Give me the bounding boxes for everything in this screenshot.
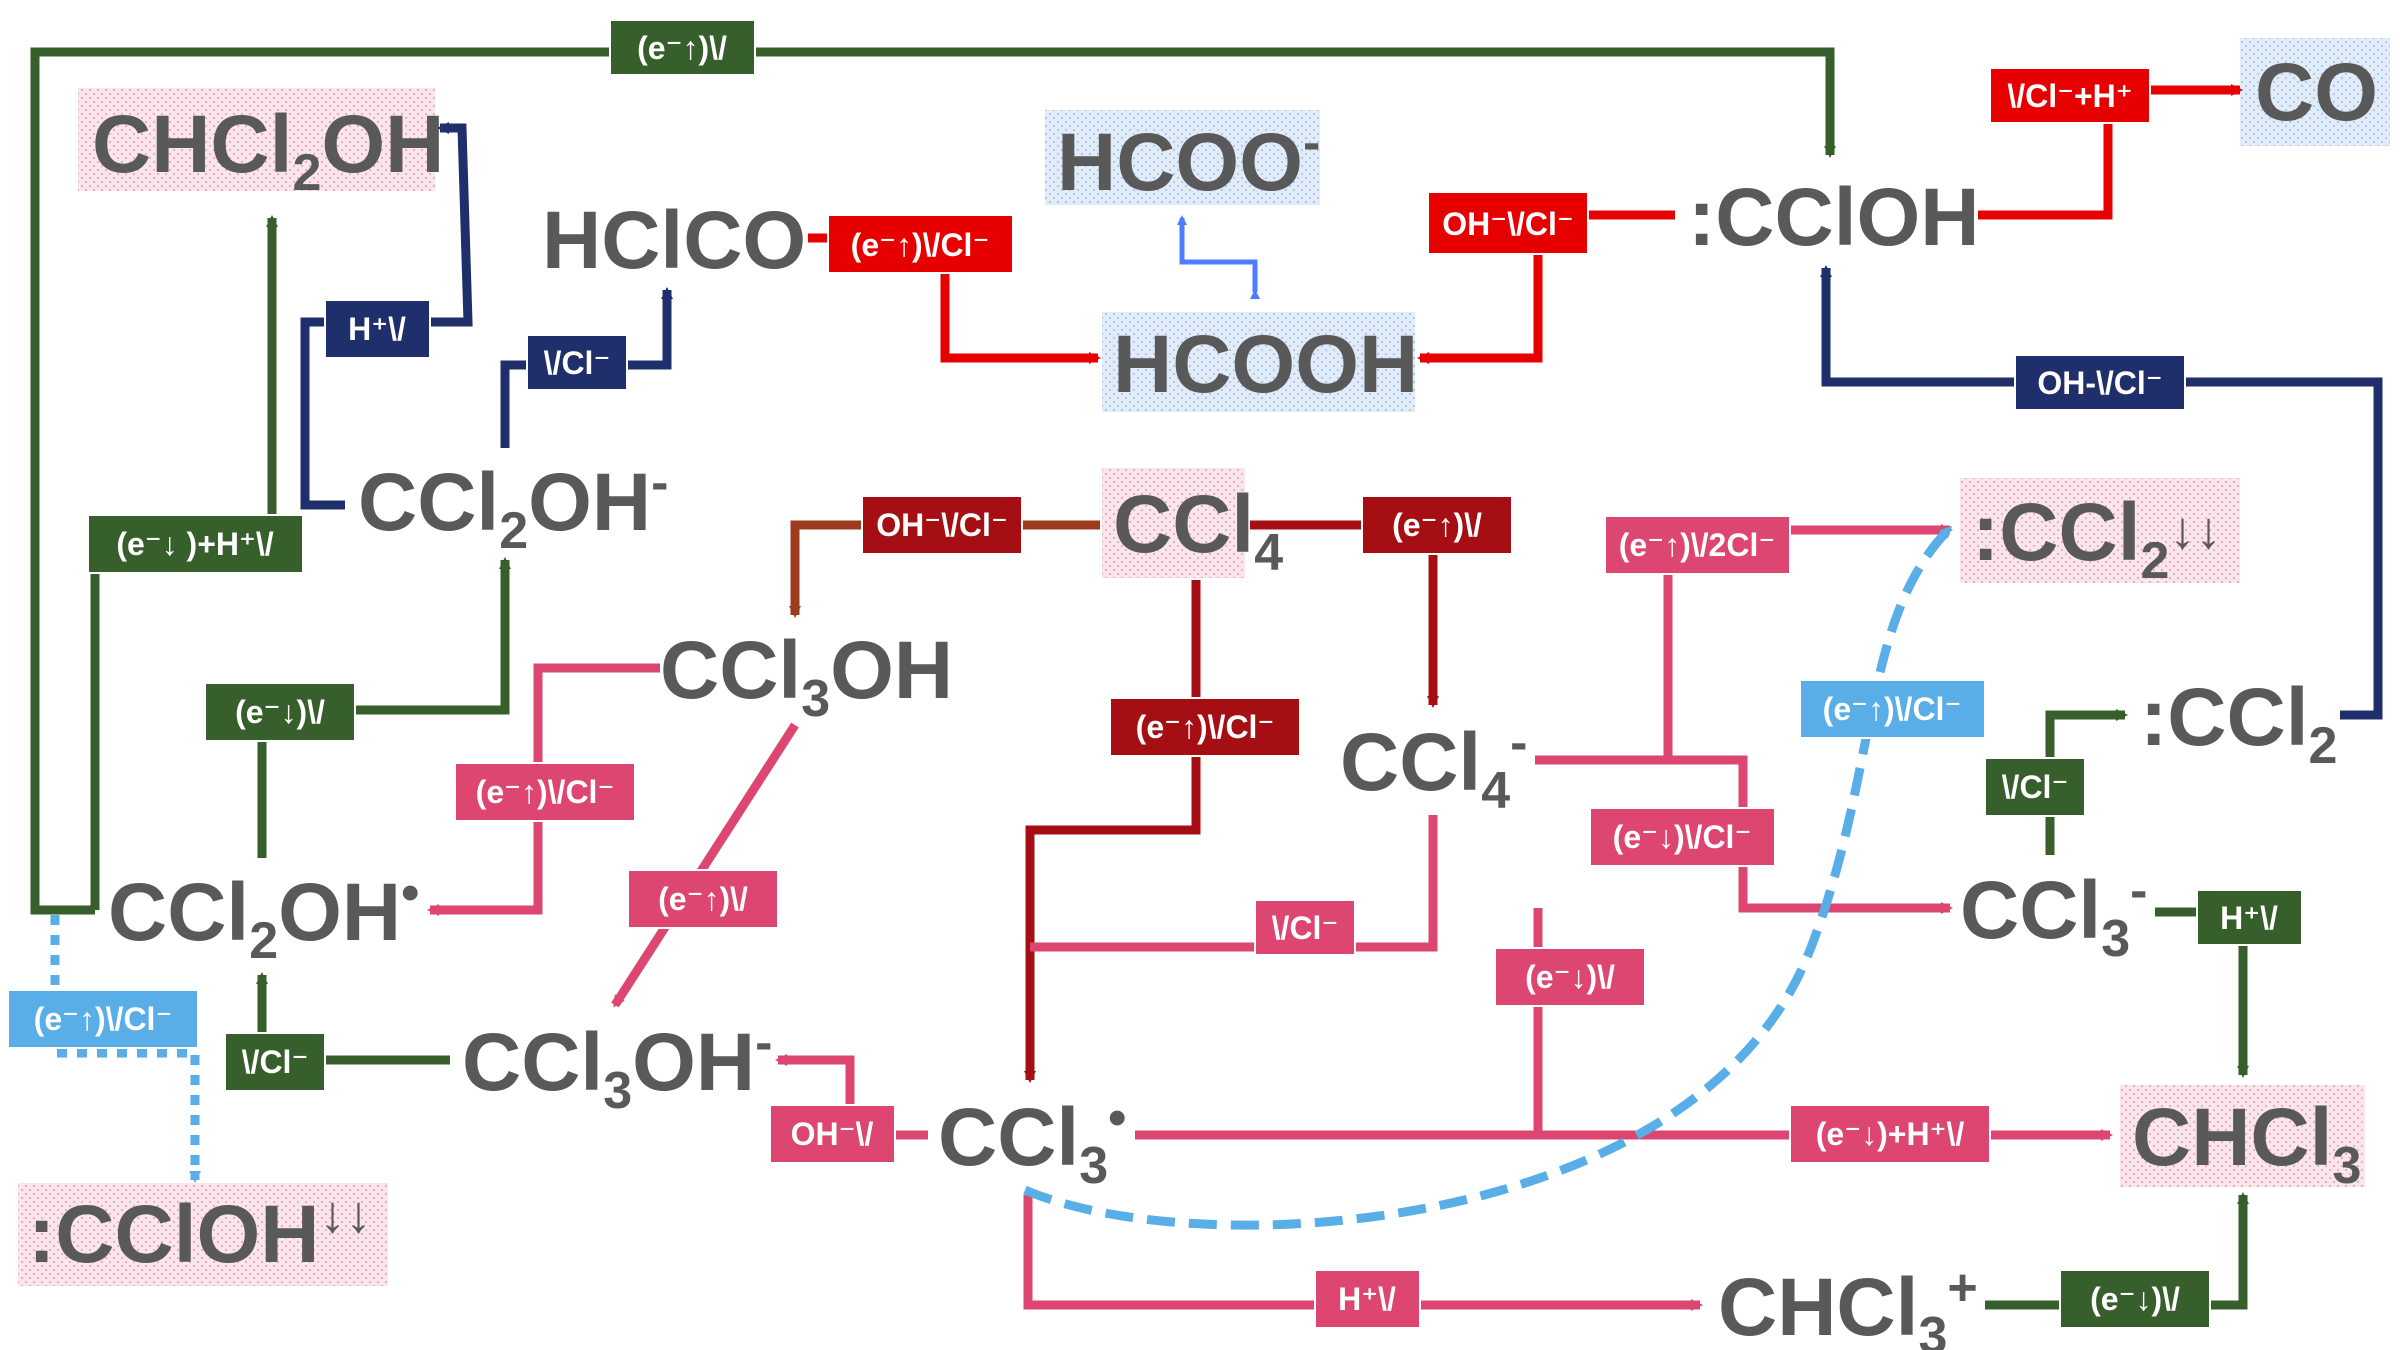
species-ccl3oh: CCl3OH xyxy=(660,625,953,728)
green-rad-to-anion-arrow xyxy=(257,557,511,858)
species-ccl4: CCl4 xyxy=(1113,479,1283,582)
label-cl-navy: \/Cl⁻ xyxy=(544,345,611,381)
species-co: CO xyxy=(2255,47,2378,138)
label-h-to-chcl3: H⁺\/ xyxy=(2220,900,2278,936)
label-ccl4-anion-to-rad: \/Cl⁻ xyxy=(1272,910,1339,946)
label-box-top-green xyxy=(609,19,756,76)
species-ccl3-anion: CCl3- xyxy=(1960,862,2147,968)
co-box xyxy=(2240,38,2390,146)
label-box-cation-to-chcl3 xyxy=(2059,1269,2211,1329)
label-box-rad-to-chcl3 xyxy=(1789,1104,1991,1164)
label-box-ccl4-to-anion xyxy=(1361,495,1513,555)
label-ccl2-to-ccloh: OH-\/Cl⁻ xyxy=(2037,365,2162,401)
label-ccl4-anion-to-ccl2: (e⁻↑)\/2Cl⁻ xyxy=(1619,527,1775,563)
chcl3-box xyxy=(2120,1085,2365,1187)
ccl2-triplet-box xyxy=(1960,478,2240,583)
label-box-h-navy xyxy=(324,299,431,359)
ccloh-triplet-box xyxy=(18,1183,388,1286)
label-box-ccl4-anion-to-rad xyxy=(1254,899,1356,956)
label-box-green-cl-up xyxy=(224,1032,326,1092)
species-chcl3: CHCl3 xyxy=(2132,1092,2361,1195)
label-h-navy: H⁺\/ xyxy=(348,311,406,347)
label-box-cl-h-to-co xyxy=(1989,67,2151,124)
hcooh-box xyxy=(1102,312,1415,412)
label-box-pink-ccl3oh-to-anion xyxy=(627,869,779,929)
species-ccl2-triplet: :CCl2↓↓ xyxy=(1972,487,2221,590)
label-ccl4-to-ccl3oh: OH⁻\/Cl⁻ xyxy=(876,507,1008,543)
label-dotted-to-ccloh: (e⁻↑)\/Cl⁻ xyxy=(34,1001,173,1037)
label-box-hclco-to-hcooh xyxy=(827,214,1014,274)
pink-ccl3oh-to-anion-arrow xyxy=(611,722,799,1008)
blue-hcoo-hcooh-equilibrium-arrow xyxy=(1177,215,1260,299)
species-ccl3oh-anion: CCl3OH- xyxy=(462,1014,772,1120)
red-ccloh-to-co-arrow xyxy=(1978,84,2243,220)
species-hcoo: HCOO- xyxy=(1057,114,1320,208)
lightblue-radical-to-ccloh-dotted-arrow xyxy=(50,915,201,1183)
label-green-cl-to-ccl2: \/Cl⁻ xyxy=(2002,769,2069,805)
label-box-cl-navy xyxy=(526,334,628,391)
label-box-h-to-chcl3 xyxy=(2196,889,2303,946)
label-ccl4-anion-to-ccl3-anion: (e⁻↓)\/Cl⁻ xyxy=(1613,819,1752,855)
label-pink-ccl3oh-to-anion: (e⁻↑)\/ xyxy=(658,881,748,917)
species-labels: CHCl2OH HClCO HCOO- HCOOH :CClOH CO CCl2… xyxy=(28,47,2378,1350)
label-green-h-left: (e⁻↓ )+H⁺\/ xyxy=(116,526,273,562)
label-ccl4-to-radical: (e⁻↑)\/Cl⁻ xyxy=(1136,709,1275,745)
green-top-loop-arrow xyxy=(30,47,1836,915)
species-ccl3-radical: CCl3• xyxy=(938,1089,1126,1195)
label-box-ccl2-to-ccloh xyxy=(2014,354,2186,411)
label-box-ccl4-anion-to-ccl2 xyxy=(1604,515,1791,575)
label-box-ccl4-to-ccl3oh xyxy=(861,495,1023,555)
label-boxes: (e⁻↑)\/ \/Cl⁻+H⁺ (e⁻↑)\/Cl⁻ OH⁻\/Cl⁻ H⁺\… xyxy=(7,19,2303,1329)
species-ccl4-anion: CCl4- xyxy=(1340,714,1527,820)
label-box-dashed-to-ccl2 xyxy=(1799,679,1986,739)
label-cation-to-chcl3: (e⁻↓)\/ xyxy=(2090,1281,2180,1317)
label-box-pink-ccl3oh-to-rad xyxy=(454,762,636,822)
species-ccl2oh-anion: CCl2OH- xyxy=(358,454,668,560)
label-cl-h-to-co: \/Cl⁻+H⁺ xyxy=(2007,78,2132,114)
label-dashed-to-ccl2: (e⁻↑)\/Cl⁻ xyxy=(1823,691,1962,727)
species-ccl2: :CCl2 xyxy=(2140,672,2337,775)
navy-ccl2-to-ccloh-arrow xyxy=(1820,265,2383,720)
label-oh-rad: OH⁻\/ xyxy=(791,1116,874,1152)
species-ccloh: :CClOH xyxy=(1688,172,1980,263)
label-ccl3-rad-to-anion: (e⁻↓)\/ xyxy=(1525,959,1615,995)
label-hclco-to-hcooh: (e⁻↑)\/Cl⁻ xyxy=(851,227,990,263)
species-chcl3-cation: CHCl3+ xyxy=(1718,1259,1978,1350)
label-box-green-e-down xyxy=(204,682,356,742)
hcoo-box xyxy=(1045,110,1320,205)
lightblue-radical-to-ccl2-dashed-arrow xyxy=(1023,524,1954,1230)
label-box-green-h-left xyxy=(87,514,304,574)
red-ccloh-to-hcooh-arrow xyxy=(1417,210,1675,364)
label-top-green: (e⁻↑)\/ xyxy=(637,30,727,66)
species-hclco: HClCO xyxy=(542,195,806,286)
label-box-ccl4-anion-to-ccl3-anion xyxy=(1589,807,1776,867)
label-box-oh-rad xyxy=(769,1104,896,1164)
label-box-dotted-to-ccloh xyxy=(7,989,199,1049)
label-box-green-cl-to-ccl2 xyxy=(1984,757,2086,817)
label-ccl4-to-anion: (e⁻↑)\/ xyxy=(1392,507,1482,543)
species-ccl2oh-radical: CCl2OH• xyxy=(108,864,419,970)
pink-radical-to-cation-arrow xyxy=(1023,1195,1703,1311)
label-green-cl-up: \/Cl⁻ xyxy=(242,1044,309,1080)
label-box-ccl4-to-radical xyxy=(1109,697,1301,757)
chcl2oh-box xyxy=(78,88,435,191)
darkred-ccl4-to-radical-arrow xyxy=(1024,580,1201,1083)
label-h-to-cation: H⁺\/ xyxy=(1338,1281,1396,1317)
species-ccloh-triplet: :CClOH↓↓ xyxy=(28,1186,372,1280)
label-green-e-down: (e⁻↓)\/ xyxy=(235,694,325,730)
label-box-ccloh-to-hcooh xyxy=(1427,191,1589,255)
label-pink-ccl3oh-to-rad: (e⁻↑)\/Cl⁻ xyxy=(476,774,615,810)
label-box-h-to-cation xyxy=(1314,1269,1421,1329)
ccl4-box xyxy=(1102,468,1245,578)
label-rad-to-chcl3: (e⁻↓)+H⁺\/ xyxy=(1816,1116,1965,1152)
label-ccloh-to-hcooh: OH⁻\/Cl⁻ xyxy=(1442,206,1574,242)
species-chcl2oh: CHCl2OH xyxy=(92,99,444,202)
pink-anion-to-ccl2-triplet-arrow xyxy=(1535,524,1953,765)
pink-anion-to-radical-line xyxy=(1030,815,1438,952)
label-box-ccl3-rad-to-anion xyxy=(1494,947,1646,1007)
species-hcooh: HCOOH xyxy=(1113,319,1418,410)
